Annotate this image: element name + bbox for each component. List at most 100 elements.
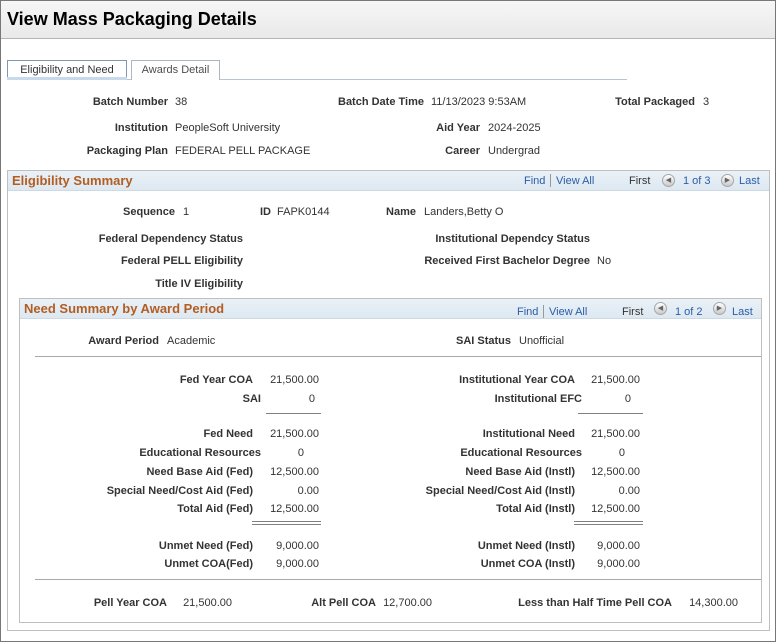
need-summary-section: Need Summary by Award Period Find View A… (19, 298, 762, 623)
pell-year-coa-label: Pell Year COA (93, 597, 167, 609)
fed-unmet-need-label: Unmet Need (Fed) (158, 540, 253, 552)
need-last-link[interactable]: Last (732, 306, 753, 318)
institutional-dependency-status-label: Institutional Dependcy Status (435, 233, 590, 245)
alt-pell-coa-value: 12,700.00 (383, 597, 432, 609)
id-value: FAPK0144 (277, 206, 330, 218)
inst-total-aid-label: Total Aid (Instl) (496, 503, 575, 515)
fed-coa-subtotal-rule (266, 413, 321, 414)
fed-educational-resources-value: 0 (297, 447, 304, 459)
inst-efc-label: Institutional EFC (494, 393, 582, 405)
need-next-icon[interactable]: ▶ (713, 302, 726, 315)
inst-educational-resources-label: Educational Resources (460, 447, 582, 459)
inst-need-label: Institutional Need (482, 428, 575, 440)
tab-eligibility-and-need[interactable]: Eligibility and Need (7, 60, 127, 80)
title-bar: View Mass Packaging Details (1, 1, 775, 39)
inst-total-aid-value: 12,500.00 (591, 503, 640, 515)
eligibility-next-icon[interactable]: ▶ (721, 174, 734, 187)
sequence-value: 1 (183, 206, 190, 218)
fed-need-base-aid-label: Need Base Aid (Fed) (146, 466, 253, 478)
need-row-count: 1 of 2 (675, 306, 703, 318)
batch-number-label: Batch Number (92, 96, 168, 108)
career-value: Undergrad (488, 145, 540, 157)
id-label: ID (260, 206, 271, 218)
federal-dependency-status-label: Federal Dependency Status (98, 233, 243, 245)
eligibility-nav-separator (550, 174, 551, 187)
institution-label: Institution (114, 122, 168, 134)
fed-educational-resources-label: Educational Resources (139, 447, 261, 459)
less-than-half-time-pell-coa-value: 14,300.00 (689, 597, 738, 609)
fed-unmet-coa-value: 9,000.00 (276, 558, 319, 570)
eligibility-previous-icon[interactable]: ◀ (662, 174, 675, 187)
inst-unmet-need-label: Unmet Need (Instl) (477, 540, 575, 552)
award-period-value: Academic (167, 335, 216, 347)
fed-sai-label: SAI (242, 393, 261, 405)
tab-awards-detail[interactable]: Awards Detail (131, 60, 220, 80)
sai-status-value: Unofficial (519, 335, 565, 347)
total-packaged-value: 3 (703, 96, 710, 108)
eligibility-row-count: 1 of 3 (683, 175, 711, 187)
eligibility-find-link[interactable]: Find (524, 175, 546, 187)
title-iv-eligibility-label: Title IV Eligibility (155, 278, 243, 290)
tab-strip-line (7, 79, 627, 80)
award-period-label: Award Period (88, 335, 159, 347)
inst-unmet-coa-value: 9,000.00 (597, 558, 640, 570)
inst-need-base-aid-value: 12,500.00 (591, 466, 640, 478)
first-bachelor-degree-label: Received First Bachelor Degree (424, 255, 590, 267)
institution-value: PeopleSoft University (175, 122, 281, 134)
need-summary-title: Need Summary by Award Period (24, 301, 225, 316)
fed-unmet-coa-label: Unmet COA(Fed) (164, 558, 253, 570)
fed-special-need-cost-aid-value: 0.00 (297, 485, 319, 497)
eligibility-summary-header: Eligibility Summary Find View All First … (8, 171, 769, 191)
eligibility-summary-title: Eligibility Summary (12, 173, 133, 188)
alt-pell-coa-label: Alt Pell COA (311, 597, 376, 609)
inst-unmet-coa-label: Unmet COA (Instl) (480, 558, 575, 570)
aid-year-value: 2024-2025 (488, 122, 541, 134)
less-than-half-time-pell-coa-label: Less than Half Time Pell COA (518, 597, 672, 609)
inst-efc-value: 0 (624, 393, 631, 405)
need-previous-icon[interactable]: ◀ (654, 302, 667, 315)
first-bachelor-degree-value: No (597, 255, 612, 267)
pell-year-coa-value: 21,500.00 (183, 597, 232, 609)
need-view-all-link[interactable]: View All (549, 306, 588, 318)
fed-total-aid-value: 12,500.00 (270, 503, 319, 515)
fed-year-coa-label: Fed Year COA (179, 374, 253, 386)
inst-year-coa-label: Institutional Year COA (459, 374, 575, 386)
need-top-divider (35, 356, 761, 357)
packaging-plan-label: Packaging Plan (86, 145, 168, 157)
batch-date-time-value: 11/13/2023 9:53AM (431, 96, 527, 108)
need-first-label: First (622, 306, 644, 318)
active-tab-indicator (7, 77, 127, 80)
career-label: Career (445, 145, 480, 157)
name-label: Name (386, 206, 416, 218)
fed-special-need-cost-aid-label: Special Need/Cost Aid (Fed) (106, 485, 253, 497)
fed-sai-value: 0 (308, 393, 315, 405)
inst-special-need-cost-aid-value: 0.00 (618, 485, 640, 497)
sai-status-label: SAI Status (455, 335, 511, 347)
fed-need-value: 21,500.00 (270, 428, 319, 440)
eligibility-last-link[interactable]: Last (739, 175, 760, 187)
fed-total-double-rule (252, 521, 321, 525)
total-packaged-label: Total Packaged (615, 96, 695, 108)
batch-date-time-label: Batch Date Time (338, 96, 424, 108)
need-nav-separator (543, 305, 544, 318)
inst-total-double-rule (574, 521, 643, 525)
inst-special-need-cost-aid-label: Special Need/Cost Aid (Instl) (425, 485, 575, 497)
fed-need-label: Fed Need (203, 428, 253, 440)
federal-pell-eligibility-label: Federal PELL Eligibility (120, 255, 243, 267)
fed-year-coa-value: 21,500.00 (270, 374, 319, 386)
inst-coa-subtotal-rule (578, 413, 643, 414)
fed-unmet-need-value: 9,000.00 (276, 540, 319, 552)
eligibility-first-label: First (629, 175, 651, 187)
inst-educational-resources-value: 0 (618, 447, 625, 459)
need-bottom-divider (35, 579, 761, 580)
inst-unmet-need-value: 9,000.00 (597, 540, 640, 552)
inst-year-coa-value: 21,500.00 (591, 374, 640, 386)
eligibility-view-all-link[interactable]: View All (556, 175, 595, 187)
inst-need-value: 21,500.00 (591, 428, 640, 440)
fed-total-aid-label: Total Aid (Fed) (177, 503, 253, 515)
fed-need-base-aid-value: 12,500.00 (270, 466, 319, 478)
packaging-plan-value: FEDERAL PELL PACKAGE (175, 145, 311, 157)
name-value: Landers,Betty O (424, 206, 504, 218)
need-find-link[interactable]: Find (517, 306, 539, 318)
aid-year-label: Aid Year (436, 122, 480, 134)
